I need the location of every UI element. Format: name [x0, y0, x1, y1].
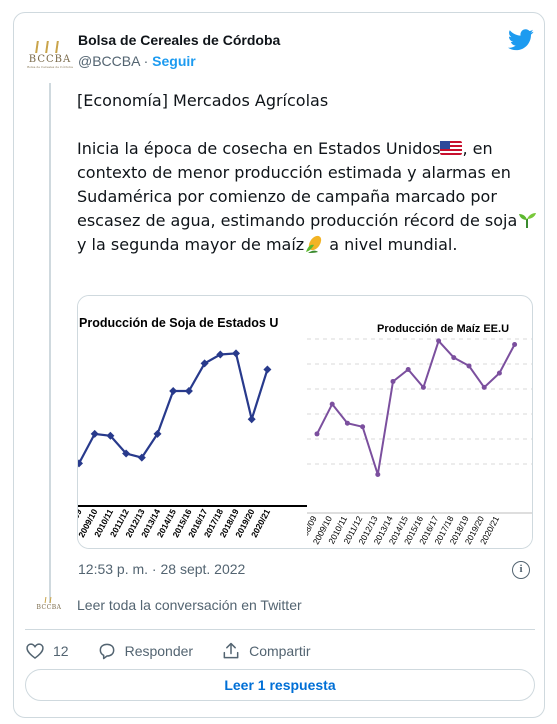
data-point — [106, 431, 115, 440]
logo-text-small: BCCBA — [36, 604, 62, 611]
seedling-icon — [517, 211, 537, 229]
tweet-text-part2: , en contexto de menor producción estima… — [77, 139, 518, 230]
data-point — [122, 449, 131, 458]
corn-production-chart: Producción de Maíz EE.U08/092009/102010/… — [300, 323, 532, 546]
series-line — [78, 352, 269, 464]
read-conversation-link[interactable]: Leer toda la conversación en Twitter — [77, 597, 302, 613]
tweet-text-part3: y la segunda mayor de maíz — [77, 235, 305, 254]
data-point — [344, 420, 350, 426]
corn-icon — [304, 234, 324, 254]
data-point — [200, 359, 209, 368]
action-bar: 12 Responder Compartir — [25, 639, 339, 663]
read-replies-button[interactable]: Leer 1 respuesta — [25, 669, 535, 701]
logo-text: BCCBA — [28, 54, 72, 65]
account-name[interactable]: Bolsa de Cereales de Córdoba — [78, 32, 281, 48]
data-point — [153, 429, 162, 438]
follow-button[interactable]: Seguir — [152, 53, 196, 69]
data-point — [375, 471, 381, 477]
data-point — [390, 378, 396, 384]
logo-subtext: Bolsa de Cereales de Córdoba — [27, 65, 73, 69]
like-count: 12 — [53, 643, 69, 659]
media-attachment[interactable]: Producción de Soja de Estados U 8/09 2009/… — [77, 295, 533, 549]
data-point — [329, 401, 335, 407]
divider — [25, 629, 535, 630]
reply-icon — [99, 643, 114, 660]
data-point — [137, 453, 146, 462]
handle-row: @BCCBA · Seguir — [78, 53, 196, 69]
data-point — [405, 367, 411, 373]
share-button[interactable]: Compartir — [221, 641, 311, 661]
soy-production-chart: Producción de Soja de Estados U8/092009/… — [78, 316, 307, 539]
series-line — [316, 338, 516, 475]
data-point — [314, 431, 320, 437]
data-point — [451, 355, 457, 361]
soy-chart-panel: Producción de Soja de Estados U 8/09 2009/… — [78, 296, 307, 548]
tweet-text-part4: a nivel mundial. — [324, 235, 458, 254]
data-point — [232, 349, 240, 358]
data-point — [247, 415, 256, 424]
data-point — [360, 424, 366, 430]
wheat-icon — [45, 41, 55, 53]
twitter-bird-icon[interactable] — [508, 29, 534, 51]
data-point — [512, 341, 518, 347]
account-avatar[interactable]: BCCBA Bolsa de Cereales de Córdoba — [26, 31, 74, 79]
tick-label: 8/09 — [78, 507, 84, 527]
us-flag-icon — [440, 141, 463, 155]
heart-icon — [26, 643, 44, 660]
share-label: Compartir — [249, 643, 311, 659]
reply-button[interactable]: Responder — [97, 641, 194, 661]
account-handle[interactable]: @BCCBA — [78, 53, 140, 69]
data-point — [466, 363, 472, 369]
tweet-paragraph: Inicia la época de cosecha en Estados Un… — [77, 137, 539, 257]
data-point — [90, 429, 99, 438]
reply-label: Responder — [124, 643, 194, 659]
data-point — [78, 459, 83, 468]
wheat-icon — [55, 41, 65, 53]
wheat-icon — [35, 41, 45, 53]
info-icon[interactable]: i — [512, 561, 530, 579]
thread-line — [49, 83, 51, 603]
data-point — [216, 350, 225, 359]
data-point — [496, 370, 502, 376]
tweet-text-part1: Inicia la época de cosecha en Estados Un… — [77, 139, 441, 158]
data-point — [436, 338, 442, 344]
wheat-icon — [44, 597, 49, 603]
like-button[interactable]: 12 — [25, 641, 69, 661]
data-point — [481, 384, 487, 390]
chart-title: Producción de Maíz EE.U — [377, 323, 509, 335]
account-avatar-small[interactable]: BCCBA — [36, 591, 62, 617]
data-point — [184, 387, 193, 396]
chart-title: Producción de Soja de Estados U — [79, 316, 278, 330]
wheat-icon — [49, 597, 54, 603]
share-icon — [223, 642, 239, 659]
data-point — [169, 387, 178, 396]
tweet-card: BCCBA Bolsa de Cereales de Córdoba Bolsa… — [13, 12, 545, 718]
corn-chart-panel: Producción de Maíz EE.U 08/09 2009/10 2010/… — [300, 320, 532, 548]
data-point — [263, 365, 272, 374]
tweet-body: [Economía] Mercados Agrícolas Inicia la … — [77, 89, 539, 281]
separator-dot: · — [143, 53, 149, 69]
tweet-headline: [Economía] Mercados Agrícolas — [77, 91, 329, 110]
tweet-timestamp[interactable]: 12:53 p. m. · 28 sept. 2022 — [78, 561, 246, 577]
data-point — [420, 384, 426, 390]
